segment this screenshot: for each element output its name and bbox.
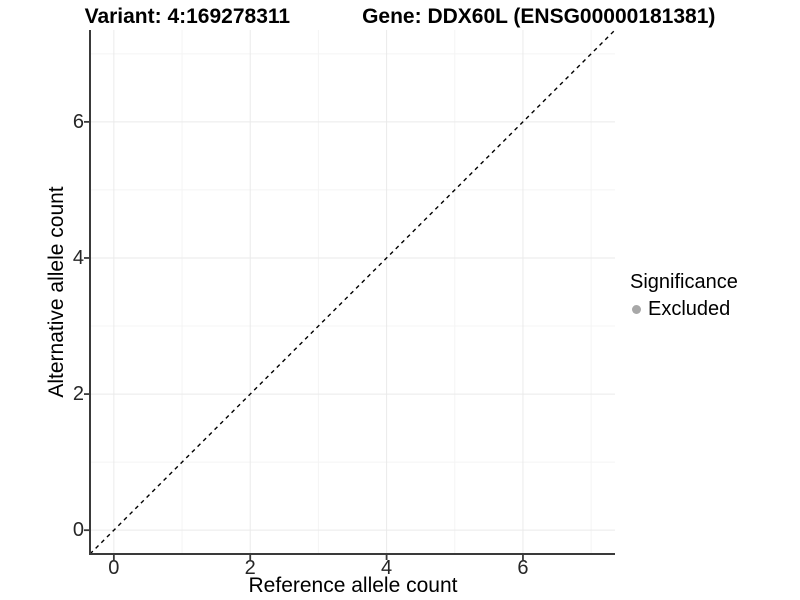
y-tick-label: 4 <box>72 246 84 269</box>
legend-item: Excluded <box>630 298 738 321</box>
x-axis-title: Reference allele count <box>248 574 458 597</box>
legend-marker-circle-icon <box>632 305 641 314</box>
y-tick-label: 0 <box>72 519 84 542</box>
y-axis-title: Alternative allele count <box>45 186 68 398</box>
identity-line <box>89 29 616 555</box>
x-tick-label: 6 <box>517 557 529 579</box>
variant-title: Variant: 4:169278311 <box>84 5 291 28</box>
legend-title: Significance <box>630 271 738 293</box>
y-tick-label: 2 <box>72 383 84 406</box>
x-tick-label: 2 <box>244 557 256 579</box>
x-tick-label: 4 <box>381 557 393 579</box>
plot-title: Variant: 4:169278311 Gene: DDX60L (ENSG0… <box>0 5 800 29</box>
legend: Significance Excluded <box>630 271 738 321</box>
legend-items: Excluded <box>630 298 738 321</box>
y-tick-label: 6 <box>72 110 84 133</box>
gene-title: Gene: DDX60L (ENSG00000181381) <box>362 5 716 28</box>
legend-item-label: Excluded <box>648 298 731 320</box>
x-tick-label: 0 <box>108 557 120 579</box>
